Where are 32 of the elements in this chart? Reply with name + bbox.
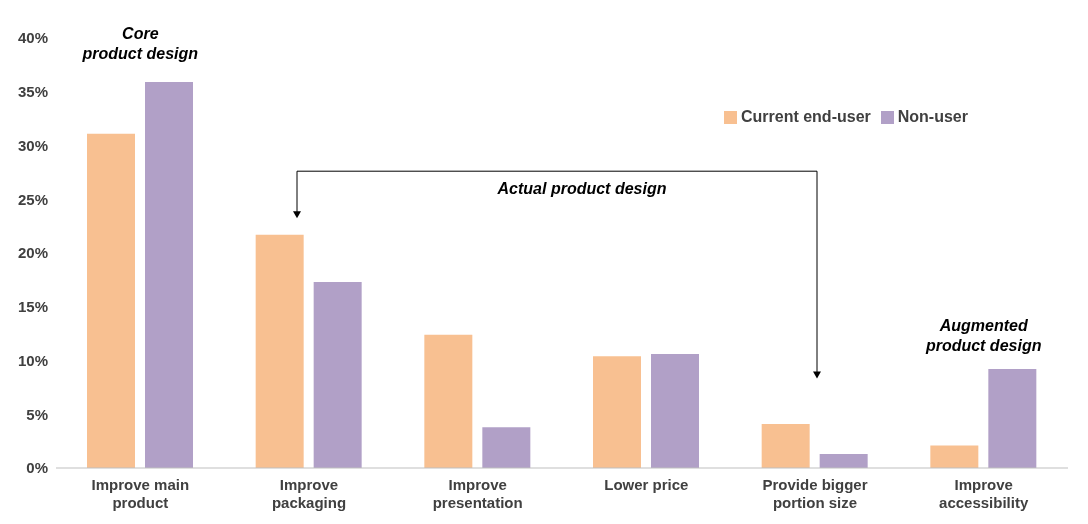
y-tick-label: 15% [17,298,48,316]
bar [145,82,193,468]
y-tick-label: 5% [26,405,48,423]
bar [87,133,135,468]
y-tick-label: 20% [17,244,48,262]
annotation: Actual product design [496,179,667,197]
y-tick-label: 10% [17,351,48,369]
bar [482,427,531,468]
bar [313,282,362,468]
x-tick-label: Improve presentation [432,476,523,511]
bar [930,445,979,468]
legend-label: Current end-user [740,108,871,125]
bar [761,423,810,468]
y-tick-label: 40% [17,29,48,47]
y-tick-label: 35% [17,83,48,101]
bar [424,334,473,468]
annotation: Augmented product design [924,317,1042,355]
y-tick-label: 25% [17,190,48,208]
y-tick-label: 30% [17,136,48,154]
x-tick-label: Provide bigger portion size [762,476,868,511]
bar [255,234,304,468]
y-tick-label: 0% [26,459,48,477]
annotation: Core product design [81,25,199,63]
x-tick-label: Improve packaging [271,476,347,511]
x-tick-label: Improve accessibility [939,476,1029,511]
bar [988,369,1037,468]
bar [651,354,699,468]
x-tick-label: Lower price [604,476,689,493]
bar [819,454,868,468]
legend-label: Non-user [897,108,968,125]
bar [593,356,641,468]
x-tick-label: Improve main product [91,476,190,511]
